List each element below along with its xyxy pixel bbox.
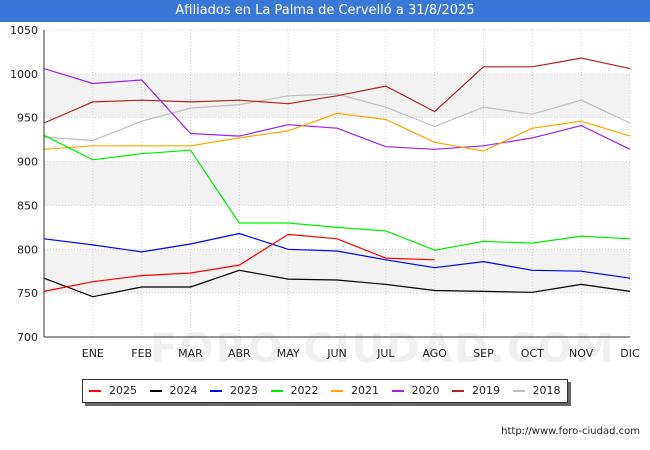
y-tick-label: 950 [17, 112, 38, 125]
x-tick-label: FEB [131, 347, 152, 360]
x-tick-label: NOV [569, 347, 594, 360]
legend-swatch [149, 390, 162, 392]
legend-swatch [512, 390, 525, 392]
legend-swatch [391, 390, 404, 392]
series-line-2025 [43, 233, 435, 292]
legend-item-2022: 2022 [270, 384, 319, 397]
x-tick-label: JUN [326, 347, 347, 360]
legend-swatch [89, 390, 101, 392]
x-tick-label: ENE [82, 347, 104, 360]
x-tick-label: OCT [521, 347, 544, 360]
y-tick-label: 900 [17, 156, 38, 169]
source-url[interactable]: http://www.foro-ciudad.com [501, 426, 640, 437]
x-tick-label: MAY [277, 347, 300, 360]
x-tick-label: DIC [620, 347, 640, 360]
series-lines [43, 57, 631, 298]
x-tick-label: JUL [376, 347, 395, 360]
y-axis: 700 750 800 850 900 950 1000 1050 [10, 24, 45, 344]
legend-label: 2021 [351, 384, 379, 397]
legend-item-2024: 2024 [149, 384, 198, 397]
y-tick-label: 750 [17, 287, 38, 300]
series-line-2020 [43, 68, 631, 150]
series-line-2021 [43, 112, 631, 152]
series-line-2023 [43, 232, 631, 279]
legend-swatch [210, 390, 222, 392]
legend-item-2019: 2019 [452, 384, 500, 397]
legend-label: 2025 [109, 384, 137, 397]
legend-item-2018: 2018 [512, 384, 561, 397]
watermark: FORO-CIUDAD.COM [150, 326, 616, 372]
y-tick-label: 700 [17, 331, 38, 344]
legend-label: 2023 [230, 384, 258, 397]
legend-swatch [270, 390, 283, 392]
x-axis: ENE FEB MAR ABR MAY JUN JUL AGO SEP OCT NOV DIC [44, 336, 640, 360]
x-tick-label: AGO [422, 347, 447, 360]
legend-label: 2024 [169, 384, 198, 397]
line-chart: 700 750 800 850 900 950 1000 1050 ENE FEB MAR ABR M… [10, 24, 640, 360]
y-tick-label: 850 [17, 199, 38, 212]
x-tick-label: ABR [228, 347, 251, 360]
series-line-2018 [43, 93, 631, 142]
x-tick-label: SEP [473, 347, 494, 360]
legend-item-2020: 2020 [391, 384, 440, 397]
legend-swatch [452, 390, 464, 392]
legend-item-2021: 2021 [331, 384, 379, 397]
legend-label: 2019 [472, 384, 500, 397]
legend-swatch [331, 390, 343, 392]
x-tick-label: MAR [178, 347, 203, 360]
y-tick-label: 1050 [10, 24, 38, 37]
series-line-2019 [43, 57, 631, 124]
legend-label: 2018 [532, 384, 561, 397]
legend-item-2025: 2025 [89, 384, 137, 397]
y-tick-label: 1000 [10, 68, 38, 81]
series-line-2024 [43, 269, 631, 298]
series-line-2022 [43, 134, 631, 251]
chart-title: Afiliados en La Palma de Cervelló a 31/8… [0, 0, 650, 22]
legend-label: 2022 [290, 384, 319, 397]
y-tick-label: 800 [17, 243, 38, 256]
legend-item-2023: 2023 [210, 384, 258, 397]
legend: 2025 2024 2023 2022 2021 2020 2019 2018 [82, 379, 568, 403]
legend-label: 2020 [411, 384, 440, 397]
